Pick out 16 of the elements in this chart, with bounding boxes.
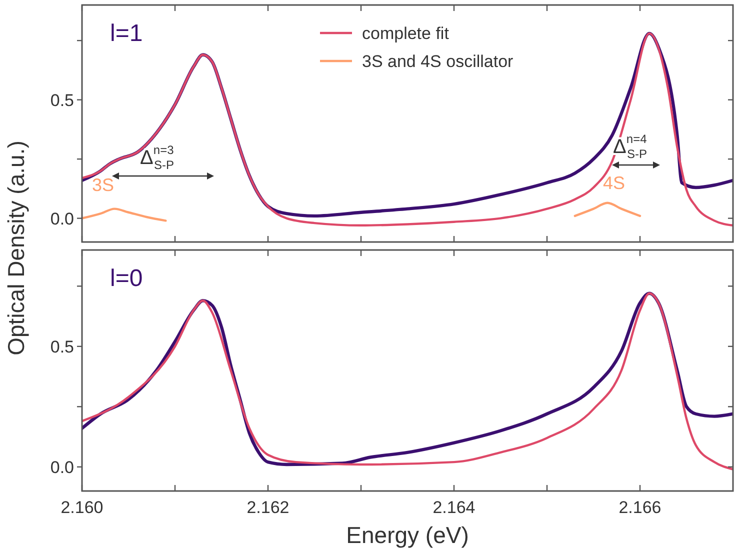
y-tick-label: 0.5 [50, 90, 74, 110]
y-tick-label: 0.5 [50, 337, 74, 356]
annotation: l=1 [110, 20, 143, 47]
x-tick-label: 2.162 [246, 498, 290, 517]
x-tick-label: 2.160 [60, 498, 104, 517]
x-axis-title: Energy (eV) [346, 522, 469, 548]
x-tick-label: 2.164 [432, 498, 476, 517]
legend-label: complete fit [362, 24, 450, 43]
annotation: l=0 [110, 265, 143, 292]
y-tick-label: 0.0 [50, 209, 74, 228]
annotation: 3S [92, 175, 114, 195]
y-tick-label: 0.0 [50, 458, 74, 477]
legend-label: 3S and 4S oscillator [362, 52, 514, 71]
y-axis-title: Optical Density (a.u.) [3, 140, 29, 356]
annotation: 4S [602, 173, 626, 193]
x-tick-label: 2.166 [618, 498, 662, 517]
